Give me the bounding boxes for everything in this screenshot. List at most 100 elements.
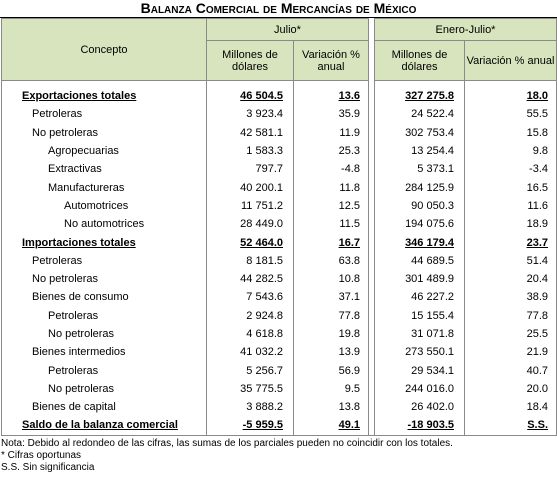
column-header: Millones de dólares bbox=[206, 40, 294, 81]
cell-text: 18.0 bbox=[526, 90, 549, 103]
table-row: Bienes intermedios 41 032.2 13.9 273 550.1 2… bbox=[1, 343, 557, 362]
cell-text: 11.6 bbox=[527, 199, 549, 212]
value-cell: 5 373.1 bbox=[374, 160, 465, 179]
value-cell: 35 775.5 bbox=[206, 379, 294, 399]
cell-text: Bienes de capital bbox=[32, 401, 116, 414]
cell-text: 11 751.2 bbox=[240, 199, 283, 212]
cell-text: 41 032.2 bbox=[240, 346, 283, 359]
concept-cell: No petroleras bbox=[1, 379, 207, 399]
concept-cell: Bienes de consumo bbox=[1, 288, 207, 307]
value-cell: 11.8 bbox=[293, 178, 369, 197]
concept-cell: Saldo de la balanza comercial bbox=[1, 416, 207, 436]
table-row: No petroleras 4 618.8 19.8 31 071.8 25.5 bbox=[1, 324, 557, 344]
value-cell: 19.8 bbox=[293, 324, 369, 344]
table-row: Bienes de capital 3 888.2 13.8 26 402.0 18.4 bbox=[1, 398, 557, 417]
value-cell: 42 581.1 bbox=[206, 123, 294, 142]
cell-text: 24 522.4 bbox=[411, 108, 454, 121]
cell-text: 301 489.9 bbox=[405, 273, 454, 286]
concept-cell: No petroleras bbox=[1, 269, 207, 289]
table-row: Petroleras 2 924.8 77.8 15 155.4 77.8 bbox=[1, 306, 557, 325]
concept-cell: Extractivas bbox=[1, 160, 207, 179]
cell-text: 9.5 bbox=[344, 382, 360, 395]
value-cell: 1 583.3 bbox=[206, 141, 294, 161]
value-cell: 29 534.1 bbox=[374, 361, 465, 380]
cell-text: 28 449.0 bbox=[240, 218, 283, 231]
value-cell: 52 464.0 bbox=[206, 233, 294, 252]
concept-cell: Manufactureras bbox=[1, 178, 207, 197]
cell-text: 9.8 bbox=[532, 145, 549, 158]
cell-text: 63.8 bbox=[338, 254, 360, 267]
value-cell: 346 179.4 bbox=[374, 233, 465, 252]
value-cell: 18.9 bbox=[463, 215, 557, 234]
cell-text: 51.4 bbox=[526, 254, 549, 267]
concept-cell: Petroleras bbox=[1, 105, 207, 124]
cell-text: 5 256.7 bbox=[246, 364, 283, 377]
value-cell: 40 200.1 bbox=[206, 178, 294, 197]
value-cell: -4.8 bbox=[293, 160, 369, 179]
cell-text: 77.8 bbox=[526, 309, 549, 322]
cell-text: 12.5 bbox=[338, 199, 360, 212]
cell-text: Exportaciones totales bbox=[22, 90, 137, 103]
value-cell: 44 282.5 bbox=[206, 269, 294, 289]
value-cell: 21.9 bbox=[463, 343, 557, 362]
value-cell: 20.0 bbox=[463, 379, 557, 399]
value-cell: 3 888.2 bbox=[206, 398, 294, 417]
cell-text: Petroleras bbox=[32, 108, 83, 121]
cell-text: Extractivas bbox=[48, 163, 102, 176]
value-cell: 28 449.0 bbox=[206, 215, 294, 234]
value-cell: 797.7 bbox=[206, 160, 294, 179]
value-cell: 273 550.1 bbox=[374, 343, 465, 362]
value-cell: 44 689.5 bbox=[374, 251, 465, 270]
table-row: No petroleras 35 775.5 9.5 244 016.0 20.0 bbox=[1, 379, 557, 399]
cell-text: 4 618.8 bbox=[246, 328, 283, 340]
cell-text: 42 581.1 bbox=[240, 126, 283, 139]
cell-text: -5 959.5 bbox=[242, 419, 283, 432]
value-cell: 90 050.3 bbox=[374, 196, 465, 216]
table-row: Petroleras 5 256.7 56.9 29 534.1 40.7 bbox=[1, 361, 557, 380]
value-cell: 11 751.2 bbox=[206, 196, 294, 216]
cell-text: 40 200.1 bbox=[240, 181, 283, 194]
note: S.S. Sin significancia bbox=[1, 461, 95, 473]
notes: Nota: Debido al redondeo de las cifras, … bbox=[1, 438, 557, 474]
cell-text: 302 753.4 bbox=[405, 126, 454, 139]
value-cell: 2 924.8 bbox=[206, 306, 294, 325]
cell-text: 11.9 bbox=[339, 126, 360, 139]
cell-text: Manufactureras bbox=[48, 181, 125, 194]
cell-text: 13.9 bbox=[338, 346, 360, 359]
value-cell: 38.9 bbox=[463, 288, 557, 307]
cell-text: 284 125.9 bbox=[405, 181, 454, 194]
cell-text: -3.4 bbox=[529, 163, 549, 176]
value-cell: 55.5 bbox=[463, 105, 557, 124]
cell-text: 49.1 bbox=[338, 419, 360, 432]
cell-text: 35 775.5 bbox=[240, 382, 283, 395]
cell-text: 20.4 bbox=[526, 273, 549, 286]
cell-text: 21.9 bbox=[526, 346, 549, 359]
cell-text: 8 181.5 bbox=[246, 254, 283, 267]
cell-text: 1 583.3 bbox=[246, 145, 283, 158]
concept-cell: Bienes intermedios bbox=[1, 343, 207, 362]
concept-cell: No petroleras bbox=[1, 324, 207, 344]
cell-text: 26 402.0 bbox=[411, 401, 454, 414]
cell-text: 797.7 bbox=[255, 163, 283, 176]
title: Balanza Comercial de Mercancías de Méxic… bbox=[0, 0, 557, 18]
cell-text: 25.3 bbox=[338, 145, 360, 158]
cell-text: 11.8 bbox=[339, 181, 360, 194]
table-row: Extractivas 797.7 -4.8 5 373.1 -3.4 bbox=[1, 160, 557, 179]
concept-cell: No petroleras bbox=[1, 123, 207, 142]
value-cell: 23.7 bbox=[463, 233, 557, 252]
value-cell: 51.4 bbox=[463, 251, 557, 270]
cell-text: 56.9 bbox=[338, 364, 360, 377]
table-row: Agropecuarias 1 583.3 25.3 13 254.4 9.8 bbox=[1, 141, 557, 161]
note: Nota: Debido al redondeo de las cifras, … bbox=[1, 437, 453, 449]
value-cell: 11.6 bbox=[463, 196, 557, 216]
value-cell: 3 923.4 bbox=[206, 105, 294, 124]
value-cell: 5 256.7 bbox=[206, 361, 294, 380]
value-cell: 327 275.8 bbox=[374, 80, 465, 106]
value-cell: 4 618.8 bbox=[206, 324, 294, 344]
value-cell: 37.1 bbox=[293, 288, 369, 307]
table-row: Saldo de la balanza comercial -5 959.5 49.… bbox=[1, 416, 557, 436]
value-cell: 26 402.0 bbox=[374, 398, 465, 417]
table-row: Manufactureras 40 200.1 11.8 284 125.9 16.5 bbox=[1, 178, 557, 197]
note: * Cifras oportunas bbox=[1, 449, 82, 461]
